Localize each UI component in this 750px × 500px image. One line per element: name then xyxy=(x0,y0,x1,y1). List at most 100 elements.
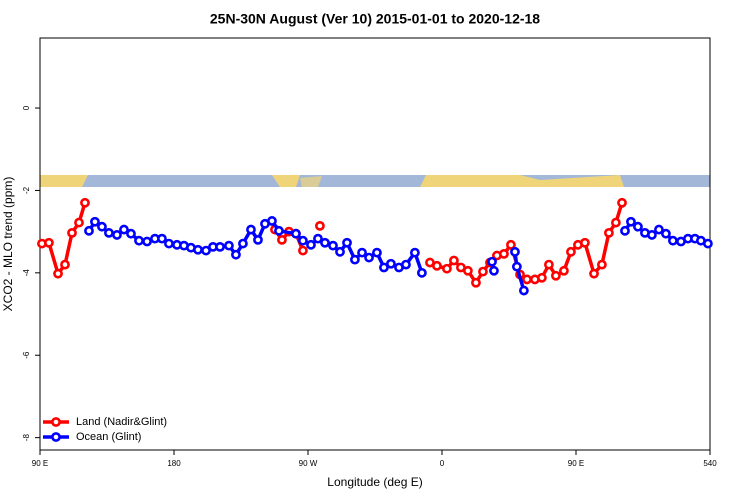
data-point xyxy=(274,225,284,236)
data-point xyxy=(442,263,452,274)
y-tick-label: -6 xyxy=(22,351,31,359)
data-point xyxy=(489,265,499,276)
x-tick-label: 540 xyxy=(703,459,717,468)
data-point xyxy=(134,235,144,246)
data-point xyxy=(510,246,520,257)
data-point xyxy=(703,238,713,249)
y-tick-label: 0 xyxy=(22,105,31,110)
y-tick-label: -4 xyxy=(22,269,31,277)
x-tick-label: 90 E xyxy=(568,459,584,468)
data-point xyxy=(410,247,420,258)
data-point xyxy=(518,285,529,296)
map-strip xyxy=(40,175,710,187)
data-point xyxy=(349,254,360,265)
data-point xyxy=(253,234,263,245)
data-point xyxy=(364,252,374,263)
data-point xyxy=(67,227,77,238)
data-point xyxy=(193,244,203,255)
data-point xyxy=(463,265,473,276)
data-point xyxy=(80,197,90,208)
data-point xyxy=(379,262,389,273)
data-point xyxy=(566,246,576,257)
data-point xyxy=(142,236,152,247)
data-point xyxy=(647,230,657,240)
data-point xyxy=(164,238,174,249)
data-point xyxy=(291,228,301,239)
data-point xyxy=(84,225,94,236)
data-point xyxy=(357,247,367,258)
data-point xyxy=(97,221,107,232)
x-tick-label: 90 W xyxy=(299,459,318,468)
data-point xyxy=(478,266,488,277)
land-strip xyxy=(272,175,300,187)
data-point xyxy=(471,277,481,288)
data-point xyxy=(487,256,497,267)
data-point xyxy=(626,216,636,227)
data-point xyxy=(580,237,590,248)
land-strip xyxy=(300,176,322,187)
land-strip xyxy=(420,175,624,187)
data-point xyxy=(320,237,330,248)
data-point xyxy=(537,272,547,283)
data-point xyxy=(499,248,509,259)
legend-label: Ocean (Glint) xyxy=(76,431,141,443)
land-strip xyxy=(40,175,88,187)
x-tick-label: 90 E xyxy=(32,459,48,468)
chart-title: 25N-30N August (Ver 10) 2015-01-01 to 20… xyxy=(210,11,540,27)
x-tick-label: 180 xyxy=(167,459,181,468)
data-point xyxy=(386,258,396,269)
data-point xyxy=(215,241,225,252)
data-point xyxy=(246,224,256,235)
data-point xyxy=(506,239,516,250)
data-point xyxy=(604,227,614,238)
data-point xyxy=(335,246,345,257)
data-point xyxy=(104,227,114,238)
data-point xyxy=(597,259,607,270)
data-point xyxy=(306,239,316,250)
legend-marker xyxy=(51,432,61,442)
data-point xyxy=(654,224,664,235)
data-point xyxy=(201,245,211,256)
y-tick-label: -8 xyxy=(22,434,31,442)
data-point xyxy=(372,247,382,258)
data-point xyxy=(432,260,442,271)
data-point xyxy=(44,237,54,248)
data-point xyxy=(551,270,561,281)
legend-label: Land (Nadir&Glint) xyxy=(76,416,167,428)
data-point xyxy=(157,233,167,244)
legend-marker xyxy=(51,417,61,427)
data-point xyxy=(313,233,323,244)
data-point xyxy=(401,259,411,270)
y-axis-label: XCO2 - MLO trend (ppm) xyxy=(1,177,15,312)
data-point xyxy=(231,249,241,260)
data-point xyxy=(74,217,84,228)
data-point xyxy=(611,217,621,228)
data-point xyxy=(298,245,308,256)
data-point xyxy=(668,235,678,246)
x-axis-label: Longitude (deg E) xyxy=(327,475,422,489)
data-point xyxy=(544,259,554,270)
data-point xyxy=(126,228,136,239)
data-point xyxy=(342,237,352,248)
data-point xyxy=(315,220,325,231)
data-point xyxy=(589,268,599,279)
data-point xyxy=(559,265,569,276)
data-point xyxy=(661,228,671,239)
data-point xyxy=(60,259,70,270)
x-tick-label: 0 xyxy=(440,459,445,468)
data-point xyxy=(53,268,63,279)
legend: Land (Nadir&Glint) Ocean (Glint) xyxy=(43,416,167,443)
data-point xyxy=(620,225,630,236)
data-point xyxy=(617,197,627,208)
y-tick-label: -2 xyxy=(22,186,31,194)
data-point xyxy=(449,255,459,266)
data-point xyxy=(238,238,248,249)
data-point xyxy=(416,267,427,278)
data-point xyxy=(522,274,532,285)
data-point xyxy=(90,216,100,227)
data-point xyxy=(224,240,234,251)
data-point xyxy=(267,216,277,226)
data-point xyxy=(298,235,308,246)
data-point xyxy=(328,240,338,251)
